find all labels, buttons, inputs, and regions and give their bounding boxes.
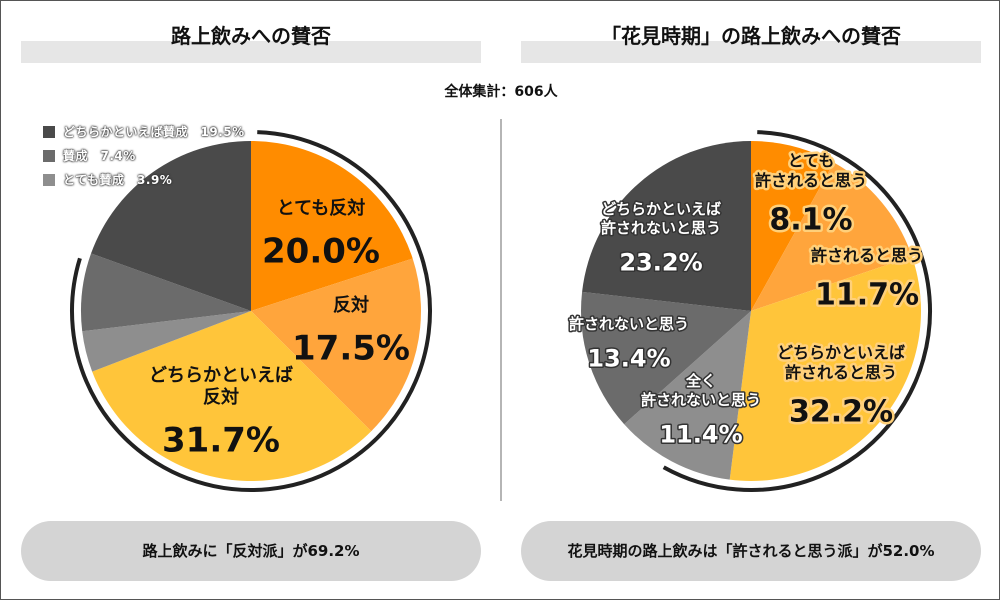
pie-slice xyxy=(82,311,251,372)
pie-slice xyxy=(729,256,922,481)
pie-slice xyxy=(751,141,834,311)
legend-item-strongly-agree: とても賛成 3.9% xyxy=(43,171,172,188)
pie-slice-label: とても許されると思う 8.1% xyxy=(755,151,867,237)
legend-label: 賛成 7.4% xyxy=(63,149,136,163)
pie-slice xyxy=(251,141,413,311)
legend-swatch xyxy=(43,149,55,162)
legend-label: とても賛成 3.9% xyxy=(63,173,173,187)
legend-item-agree: 賛成 7.4% xyxy=(43,147,136,164)
pie-slice xyxy=(91,141,252,311)
left-panel-title-bar: 路上飲みへの賛否 xyxy=(21,26,481,63)
right-pie xyxy=(580,141,922,481)
pie-slice-label: とても反対 20.0% xyxy=(262,197,380,272)
pie-slice xyxy=(751,162,913,311)
pie-slice xyxy=(81,253,251,332)
legend-label: どちらかといえば賛成 19.5% xyxy=(63,125,245,139)
panel-divider xyxy=(500,119,502,501)
pie-slice-label-outline: 許されると思う 11.7% xyxy=(811,246,923,312)
right-summary-badge: 花見時期の路上飲みは「許されると思う派」が52.0% xyxy=(521,521,981,581)
total-respondents: 全体集計：606人 xyxy=(444,84,558,100)
pie-slice-label: どちらかといえば許されないと思う 23.2% xyxy=(601,200,721,277)
pie-slice-label-outline: どちらかといえば許されないと思う 23.2% xyxy=(601,200,721,277)
group-bracket-arc xyxy=(662,130,932,492)
pie-slice-label: 許されると思う 11.7% xyxy=(811,246,923,312)
right-panel-title-bar: 「花見時期」の路上飲みへの賛否 xyxy=(521,26,981,63)
pie-slice-label: どちらかといえば許されると思う 32.2% xyxy=(777,343,905,429)
right-panel-title: 「花見時期」の路上飲みへの賛否 xyxy=(601,24,901,48)
group-bracket-arc xyxy=(70,130,432,492)
left-panel-title: 路上飲みへの賛否 xyxy=(171,24,331,48)
legend-swatch xyxy=(43,125,55,138)
left-pie xyxy=(81,141,421,482)
pie-slice-label: 全く許されないと思う 11.4% xyxy=(641,372,761,449)
pie-slice-label-outline: どちらかといえば許されると思う 32.2% xyxy=(777,343,905,429)
left-summary-badge: 路上飲みに「反対派」が69.2% xyxy=(21,521,481,581)
pie-slice-label: 反対 17.5% xyxy=(292,294,410,369)
pie-slice xyxy=(251,258,421,432)
pie-slice-label: どちらかといえば反対 31.7% xyxy=(149,365,293,461)
pie-slice xyxy=(624,311,751,480)
pie-slice-label-outline: 許されないと思う 13.4% xyxy=(569,315,689,373)
pie-slice-label-outline: とても許されると思う 8.1% xyxy=(755,151,867,237)
legend-swatch xyxy=(43,173,55,186)
legend-item-somewhat-agree: どちらかといえば賛成 19.5% xyxy=(43,123,245,140)
pie-slice xyxy=(580,291,751,425)
pie-slice xyxy=(582,141,751,311)
pie-slice-label-outline: 全く許されないと思う 11.4% xyxy=(641,372,761,449)
pie-slice xyxy=(92,311,372,482)
pie-slice-label: 許されないと思う 13.4% xyxy=(569,315,689,373)
